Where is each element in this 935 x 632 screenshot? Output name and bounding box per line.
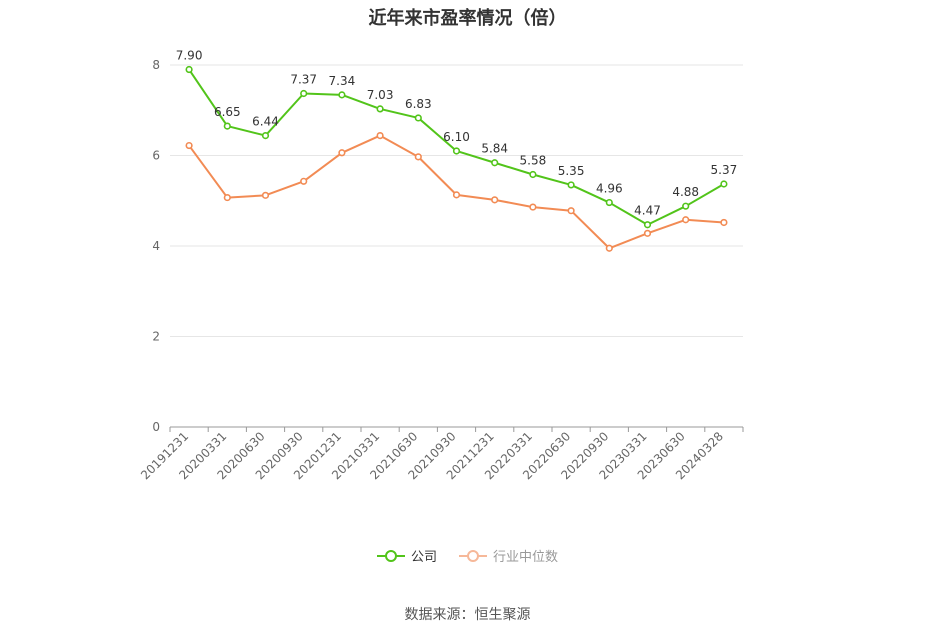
- legend-industry-label: 行业中位数: [493, 550, 559, 565]
- company-data-label: 5.35: [558, 164, 585, 178]
- industry-point: [605, 244, 613, 252]
- company-point: [452, 147, 461, 155]
- company-point: [338, 91, 346, 99]
- company-point: [185, 65, 193, 74]
- company-data-label: 6.83: [405, 97, 432, 111]
- company-point: [567, 181, 575, 189]
- company-point: [261, 131, 270, 140]
- company-data-label: 5.58: [520, 154, 547, 168]
- company-data-label: 7.90: [176, 49, 203, 63]
- company-data-label: 6.10: [443, 130, 470, 144]
- company-data-label: 6.44: [252, 115, 279, 129]
- company-point: [605, 198, 613, 207]
- industry-point: [567, 207, 575, 215]
- company-data-label: 4.47: [634, 204, 661, 218]
- company-data-label: 6.65: [214, 105, 241, 119]
- company-data-label: 4.96: [596, 182, 623, 196]
- company-point: [643, 221, 652, 229]
- industry-point: [682, 216, 690, 224]
- legend-company-marker-icon: [376, 549, 405, 562]
- company-point: [223, 122, 231, 130]
- y-tick-label: 0: [152, 420, 160, 434]
- industry-point: [300, 177, 308, 185]
- company-point: [720, 180, 728, 188]
- legend-item-industry-median[interactable]: 行业中位数: [459, 546, 558, 565]
- industry-point: [223, 193, 231, 202]
- y-tick-label: 2: [152, 330, 160, 344]
- y-tick-label: 6: [152, 149, 160, 163]
- industry-point: [185, 141, 193, 150]
- company-data-label: 5.84: [481, 142, 508, 156]
- industry-point: [529, 203, 537, 211]
- company-data-label: 7.34: [329, 74, 356, 88]
- company-point: [414, 114, 422, 122]
- industry-point: [643, 229, 652, 237]
- data-source: 数据来源：恒生聚源: [404, 607, 531, 623]
- industry-point: [414, 153, 422, 161]
- grid-lines: [170, 64, 743, 337]
- chart-title: 近年来市盈率情况（倍）: [368, 8, 567, 29]
- industry-point: [261, 191, 270, 199]
- company-point: [682, 202, 690, 210]
- axes: 0246820191231202003312020063020200930202…: [138, 58, 744, 482]
- legend-company-label: 公司: [410, 550, 437, 565]
- legend-item-company[interactable]: 公司: [376, 546, 437, 565]
- y-tick-label: 8: [152, 58, 160, 72]
- industry-point: [376, 131, 384, 140]
- industry-point: [720, 218, 728, 227]
- company-point: [491, 159, 499, 167]
- y-tick-label: 4: [152, 239, 160, 253]
- company-data-label: 7.37: [290, 73, 317, 87]
- company-data-label: 5.37: [711, 163, 738, 177]
- company-data-label: 4.88: [672, 185, 699, 199]
- legend: 公司 行业中位数: [0, 546, 935, 565]
- series-lines: [185, 65, 728, 252]
- company-point: [300, 89, 308, 98]
- company-line: [188, 68, 725, 226]
- data-labels: 7.90 6.65 6.44 7.37 7.34 7.03 6.83 6.10 5.84 5.58…: [176, 49, 738, 218]
- company-point: [529, 170, 537, 179]
- industry-point: [452, 191, 461, 199]
- industry-point: [491, 196, 499, 204]
- company-point: [376, 105, 384, 113]
- legend-industry-marker-icon: [459, 549, 487, 562]
- industry-point: [338, 149, 346, 157]
- company-data-label: 7.03: [367, 88, 394, 102]
